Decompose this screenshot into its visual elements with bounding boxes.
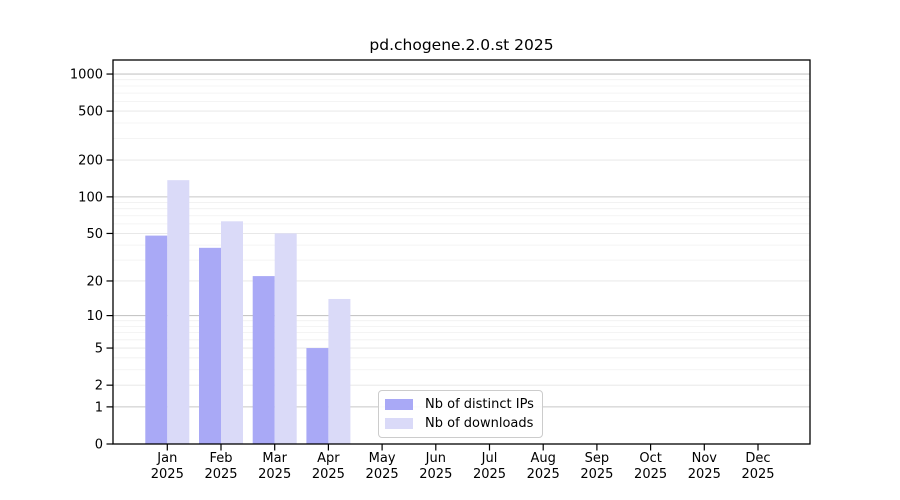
distinct-ips-bar-jan <box>145 235 168 444</box>
x-tick-label-month: May <box>369 451 396 466</box>
x-tick-label-month: Dec <box>745 451 770 466</box>
x-tick-label-year: 2025 <box>204 467 237 482</box>
x-tick-label-month: Jul <box>481 451 498 466</box>
x-tick-label-year: 2025 <box>688 467 721 482</box>
downloads-bar-apr <box>328 298 351 444</box>
x-tick-label-month: Oct <box>639 451 661 466</box>
y-tick-label: 5 <box>95 342 103 357</box>
distinct-ips-bar-mar <box>252 276 275 444</box>
downloads-bar-feb <box>221 221 243 444</box>
legend-label-distinct-ips: Nb of distinct IPs <box>425 396 534 412</box>
y-tick-label: 50 <box>86 227 103 242</box>
legend-label-downloads: Nb of downloads <box>425 416 534 432</box>
legend: Nb of distinct IPs Nb of downloads <box>378 390 543 438</box>
x-tick-label-year: 2025 <box>741 467 774 482</box>
y-tick-label: 1 <box>95 400 103 415</box>
x-tick-label-month: Aug <box>531 451 556 466</box>
y-tick-label: 100 <box>78 190 103 205</box>
distinct-ips-swatch <box>385 398 413 410</box>
y-tick-label: 10 <box>86 309 103 324</box>
x-tick-label-year: 2025 <box>258 467 291 482</box>
plot-border <box>112 59 811 445</box>
downloads-bar-mar <box>274 233 297 444</box>
x-tick-label-month: Apr <box>317 451 340 466</box>
y-tick-label: 200 <box>78 154 103 169</box>
chart-title: pd.chogene.2.0.st 2025 <box>369 36 554 54</box>
x-tick-label-year: 2025 <box>580 467 613 482</box>
x-tick-label-month: Jan <box>156 451 177 466</box>
downloads-bar-jan <box>167 180 190 445</box>
x-tick-label-year: 2025 <box>419 467 452 482</box>
x-tick-label-year: 2025 <box>473 467 506 482</box>
x-tick-label-month: Mar <box>262 451 287 466</box>
downloads-swatch <box>385 418 413 430</box>
y-tick-label: 500 <box>78 105 103 120</box>
distinct-ips-bar-feb <box>199 247 221 444</box>
y-tick-label: 20 <box>86 274 103 289</box>
y-tick-label: 2 <box>95 379 103 394</box>
x-tick-label-month: Jun <box>425 451 446 466</box>
x-tick-label-year: 2025 <box>151 467 184 482</box>
x-tick-label-year: 2025 <box>312 467 345 482</box>
x-tick-label-month: Feb <box>209 451 232 466</box>
x-tick-label-year: 2025 <box>366 467 399 482</box>
x-tick-label-month: Sep <box>585 451 610 466</box>
x-tick-label-year: 2025 <box>634 467 667 482</box>
y-tick-label: 0 <box>95 438 103 453</box>
legend-item-distinct-ips: Nb of distinct IPs <box>385 398 542 411</box>
distinct-ips-bar-apr <box>306 348 329 444</box>
x-tick-label-month: Nov <box>692 451 718 466</box>
legend-item-downloads: Nb of downloads <box>385 417 542 430</box>
y-tick-label: 1000 <box>70 68 103 83</box>
x-tick-label-year: 2025 <box>527 467 560 482</box>
